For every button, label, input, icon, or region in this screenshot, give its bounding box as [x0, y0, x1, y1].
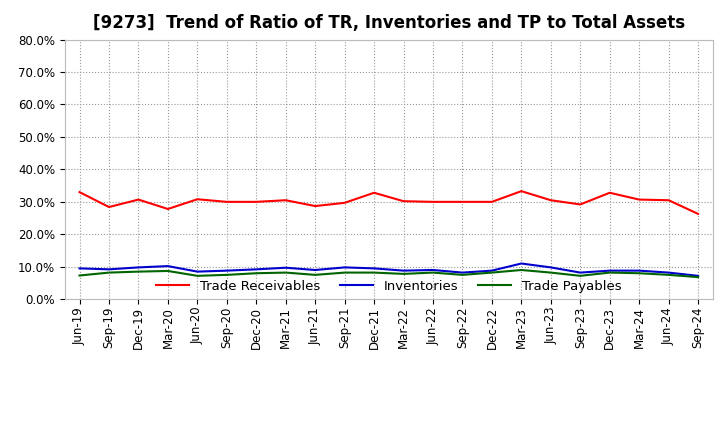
- Trade Receivables: [193, 197, 202, 202]
- Trade Payables: [252, 271, 261, 276]
- Trade Receivables: [487, 199, 496, 205]
- Inventories: [487, 268, 496, 273]
- Trade Payables: [193, 273, 202, 279]
- Inventories: [458, 270, 467, 275]
- Trade Payables: [546, 270, 555, 275]
- Inventories: [75, 266, 84, 271]
- Inventories: [546, 265, 555, 270]
- Inventories: [134, 265, 143, 270]
- Trade Payables: [517, 268, 526, 273]
- Line: Inventories: Inventories: [79, 264, 698, 276]
- Inventories: [222, 268, 231, 273]
- Legend: Trade Receivables, Inventories, Trade Payables: Trade Receivables, Inventories, Trade Pa…: [151, 274, 626, 298]
- Trade Receivables: [606, 190, 614, 195]
- Inventories: [163, 264, 172, 269]
- Trade Receivables: [222, 199, 231, 205]
- Trade Payables: [104, 270, 113, 275]
- Trade Payables: [399, 271, 408, 276]
- Trade Receivables: [134, 197, 143, 202]
- Trade Receivables: [517, 188, 526, 194]
- Trade Payables: [487, 270, 496, 275]
- Trade Receivables: [311, 203, 320, 209]
- Inventories: [282, 265, 290, 270]
- Trade Receivables: [428, 199, 437, 205]
- Trade Payables: [665, 272, 673, 278]
- Trade Payables: [282, 270, 290, 275]
- Trade Receivables: [635, 197, 644, 202]
- Trade Payables: [458, 272, 467, 278]
- Trade Receivables: [341, 200, 349, 205]
- Inventories: [252, 267, 261, 272]
- Inventories: [635, 268, 644, 273]
- Trade Payables: [694, 275, 703, 280]
- Trade Receivables: [399, 198, 408, 204]
- Trade Receivables: [252, 199, 261, 205]
- Line: Trade Receivables: Trade Receivables: [79, 191, 698, 214]
- Trade Payables: [222, 272, 231, 278]
- Inventories: [104, 267, 113, 272]
- Trade Receivables: [576, 202, 585, 207]
- Inventories: [694, 273, 703, 279]
- Inventories: [576, 270, 585, 275]
- Trade Payables: [75, 273, 84, 278]
- Trade Payables: [134, 269, 143, 274]
- Trade Payables: [370, 270, 379, 275]
- Trade Receivables: [75, 190, 84, 195]
- Line: Trade Payables: Trade Payables: [79, 270, 698, 277]
- Trade Payables: [341, 270, 349, 275]
- Inventories: [399, 268, 408, 273]
- Inventories: [341, 265, 349, 270]
- Inventories: [370, 266, 379, 271]
- Trade Payables: [311, 272, 320, 278]
- Inventories: [428, 268, 437, 273]
- Inventories: [665, 270, 673, 275]
- Trade Payables: [606, 270, 614, 275]
- Inventories: [517, 261, 526, 266]
- Title: [9273]  Trend of Ratio of TR, Inventories and TP to Total Assets: [9273] Trend of Ratio of TR, Inventories…: [93, 15, 685, 33]
- Trade Receivables: [282, 198, 290, 203]
- Trade Receivables: [546, 198, 555, 203]
- Trade Receivables: [665, 198, 673, 203]
- Trade Payables: [163, 268, 172, 274]
- Trade Receivables: [694, 211, 703, 216]
- Inventories: [606, 268, 614, 273]
- Trade Payables: [576, 273, 585, 279]
- Trade Receivables: [458, 199, 467, 205]
- Inventories: [193, 269, 202, 274]
- Trade Payables: [635, 271, 644, 276]
- Trade Payables: [428, 270, 437, 275]
- Inventories: [311, 268, 320, 273]
- Trade Receivables: [104, 205, 113, 210]
- Trade Receivables: [370, 190, 379, 195]
- Trade Receivables: [163, 206, 172, 212]
